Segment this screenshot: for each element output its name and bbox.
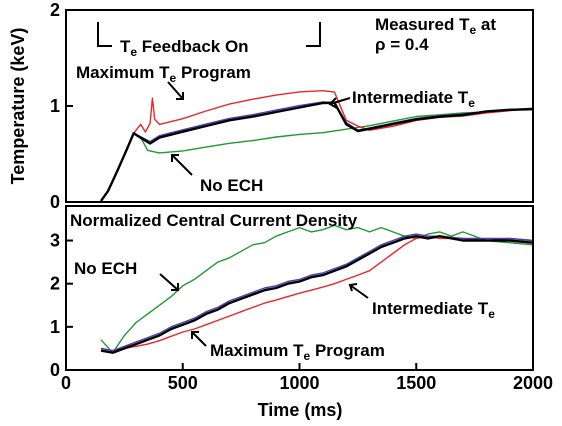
current-density-y-tick-label: 3 — [50, 231, 60, 251]
current-density-series-intermediate-2 — [100, 233, 534, 352]
measured-label: Measured Te at — [375, 15, 496, 37]
max-program-arrow-bottom — [191, 331, 207, 347]
intermediate-arrow-bottom — [348, 283, 369, 299]
current-density-y-tick-label: 2 — [50, 274, 60, 294]
temperature-series — [100, 89, 534, 202]
current-density-series-intermediate — [100, 234, 534, 354]
temperature-series-intermediate-2 — [100, 101, 534, 202]
temperature-y-tick-label: 2 — [50, 0, 60, 20]
temperature-y-ticks: 0 1 2 — [50, 0, 73, 212]
max-program-arrow-top — [167, 81, 184, 100]
no-ech-arrow-bottom — [159, 273, 179, 291]
temperature-series-intermediate — [100, 101, 534, 202]
current-density-y-tick-label: 0 — [50, 360, 60, 380]
time-x-tick-label: 1000 — [279, 373, 319, 393]
no-ech-arrow-top — [171, 154, 193, 176]
time-x-tick-label: 2000 — [513, 373, 553, 393]
time-x-tick-label: 1500 — [396, 373, 436, 393]
intermediate-arrow-top — [328, 97, 351, 109]
temperature-y-label: Temperature (keV) — [8, 28, 28, 185]
current-density-series-no-ech — [100, 224, 534, 354]
time-x-label: Time (ms) — [258, 400, 343, 420]
time-x-tick-label: 500 — [168, 373, 198, 393]
temperature-panel: 0 1 2 Te Feedback On Measured Te at ρ = 0.… — [8, 0, 534, 212]
temperature-y-tick-label: 0 — [50, 192, 60, 212]
no-ech-label-top: No ECH — [200, 176, 263, 195]
feedback-bracket — [97, 22, 321, 47]
temperature-y-tick-label: 1 — [50, 96, 60, 116]
max-program-label-bottom: Maximum Te Program — [210, 341, 385, 363]
time-x-ticks: 0 500 1000 1500 2000 — [61, 363, 553, 393]
intermediate-label-top: Intermediate Te — [352, 88, 475, 110]
current-density-title: Normalized Central Current Density — [70, 211, 358, 230]
current-density-panel: 0 1 2 3 0 500 1000 1500 2000 Normalized Central… — [50, 205, 553, 420]
current-density-series — [100, 224, 534, 354]
max-program-label-top: Maximum Te Program — [76, 63, 251, 85]
feedback-label: Te Feedback On — [120, 37, 249, 59]
rho-label: ρ = 0.4 — [375, 35, 429, 54]
time-x-tick-label: 0 — [61, 373, 71, 393]
current-density-series-max-program — [100, 235, 534, 352]
intermediate-label-bottom: Intermediate Te — [372, 299, 495, 321]
current-density-y-tick-label: 1 — [50, 317, 60, 337]
current-density-y-ticks: 0 1 2 3 — [50, 231, 73, 380]
no-ech-label-bottom: No ECH — [74, 259, 137, 278]
